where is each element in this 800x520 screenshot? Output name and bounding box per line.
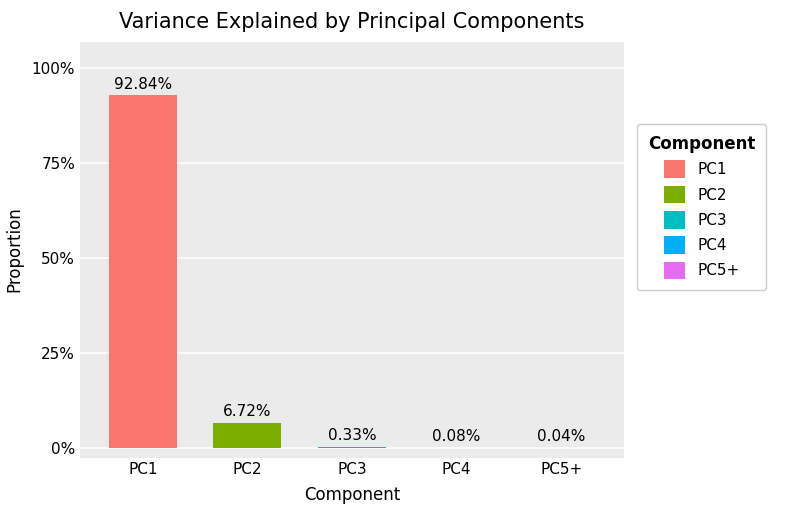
Title: Variance Explained by Principal Components: Variance Explained by Principal Componen… (119, 12, 585, 32)
Text: 92.84%: 92.84% (114, 76, 172, 92)
Legend: PC1, PC2, PC3, PC4, PC5+: PC1, PC2, PC3, PC4, PC5+ (637, 124, 766, 290)
X-axis label: Component: Component (304, 486, 400, 504)
Text: 0.04%: 0.04% (537, 429, 586, 444)
Text: 6.72%: 6.72% (223, 404, 272, 419)
Text: 0.33%: 0.33% (328, 428, 376, 443)
Y-axis label: Proportion: Proportion (6, 207, 23, 292)
Bar (214, 423, 282, 448)
Bar (318, 447, 386, 448)
Text: 0.08%: 0.08% (433, 429, 481, 444)
Bar (109, 95, 177, 448)
